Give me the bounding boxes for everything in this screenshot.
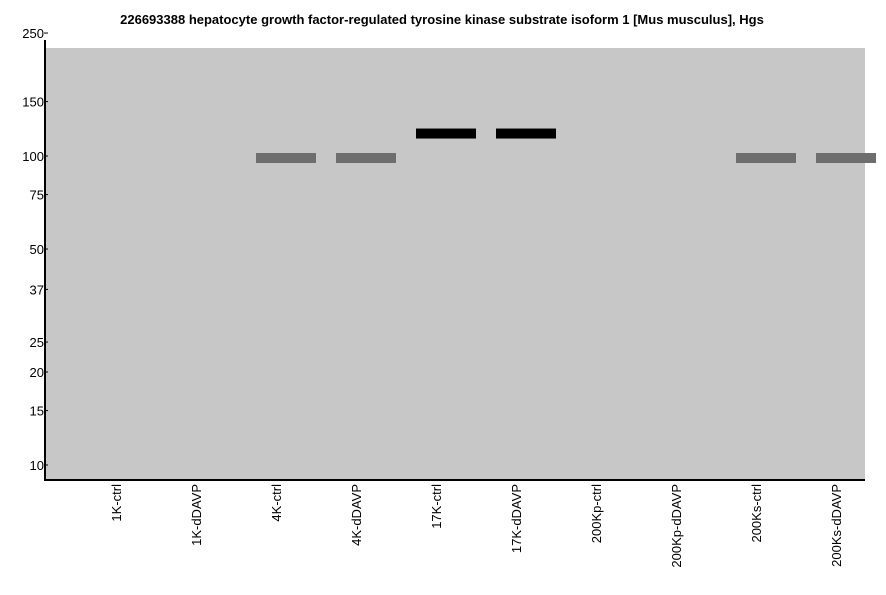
band — [256, 153, 316, 163]
y-tick-label: 20 — [30, 365, 44, 380]
band — [816, 153, 876, 163]
y-tick-label: 37 — [30, 282, 44, 297]
y-tick-label: 50 — [30, 242, 44, 257]
x-tick-label: 200Kp-ctrl — [589, 484, 604, 543]
y-tick-label: 15 — [30, 404, 44, 419]
band — [496, 128, 556, 139]
y-tick-label: 250 — [22, 26, 44, 41]
bands-layer — [256, 128, 876, 163]
y-tick-label: 10 — [30, 458, 44, 473]
band — [336, 153, 396, 163]
band — [736, 153, 796, 163]
x-tick-label: 200Ks-ctrl — [749, 484, 764, 543]
chart-title: 226693388 hepatocyte growth factor-regul… — [120, 12, 764, 27]
x-tick-label: 17K-ctrl — [429, 484, 444, 529]
blot-background — [45, 48, 865, 480]
x-tick-label: 200Ks-dDAVP — [829, 484, 844, 567]
x-axis-ticks: 1K-ctrl 1K-dDAVP 4K-ctrl 4K-dDAVP 17K-ctrl 17… — [109, 484, 844, 568]
y-tick-label: 100 — [22, 149, 44, 164]
y-tick-label: 150 — [22, 95, 44, 110]
x-tick-label: 200Kp-dDAVP — [669, 484, 684, 568]
x-tick-label: 4K-ctrl — [269, 484, 284, 522]
x-tick-label: 1K-ctrl — [109, 484, 124, 522]
x-tick-label: 17K-dDAVP — [509, 484, 524, 553]
y-tick-label: 75 — [30, 188, 44, 203]
y-tick-label: 25 — [30, 335, 44, 350]
x-tick-label: 4K-dDAVP — [349, 484, 364, 546]
x-tick-label: 1K-dDAVP — [189, 484, 204, 546]
band — [416, 128, 476, 139]
